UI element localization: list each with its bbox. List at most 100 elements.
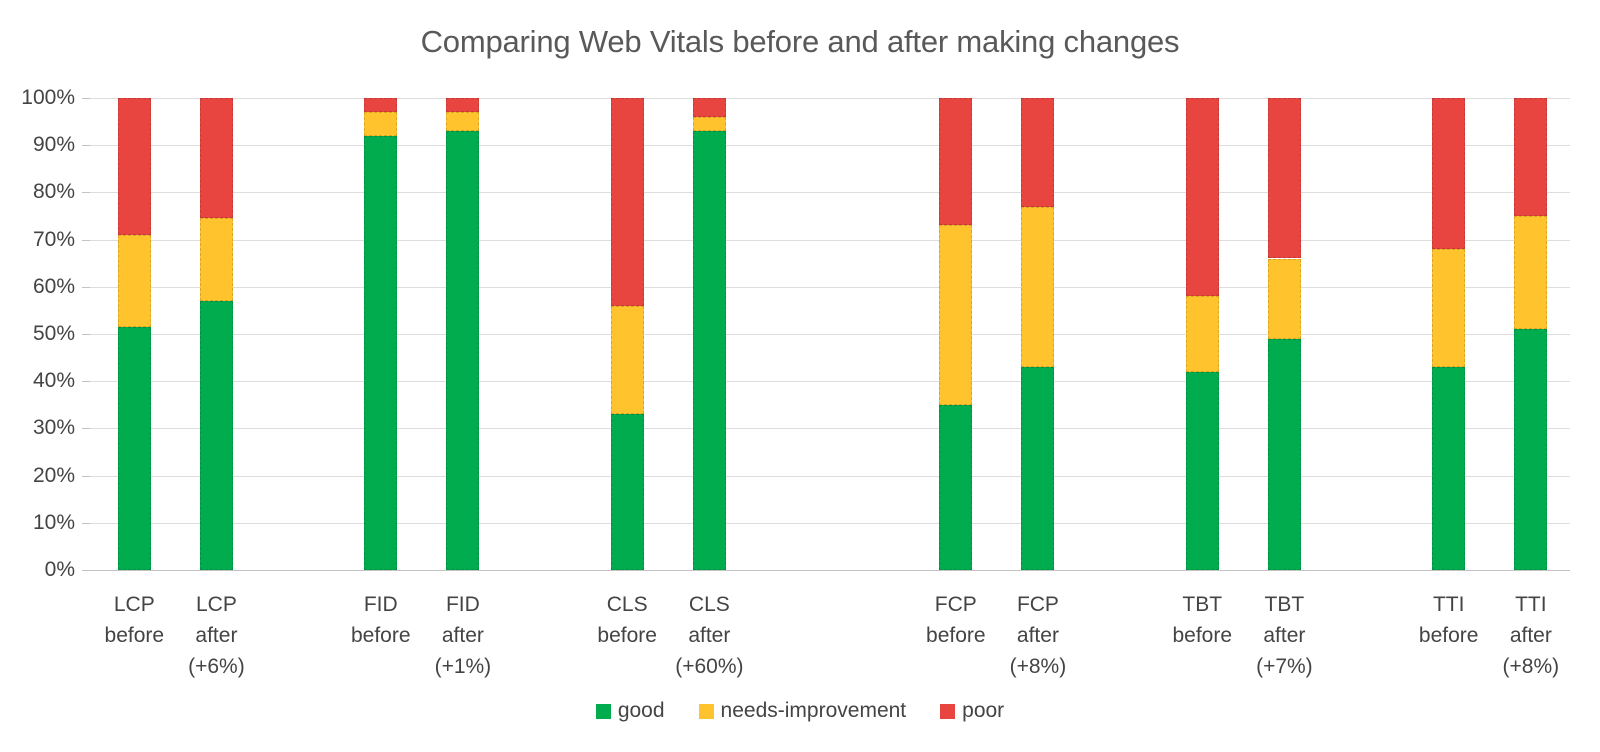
bar-segment-needs-improvement-fid-before — [364, 112, 398, 136]
bar-tti-after-8 — [1514, 98, 1548, 570]
x-axis-label-line: (+60%) — [675, 655, 744, 678]
x-axis-label-line: TBT — [1182, 593, 1223, 616]
x-axis-label-line: TBT — [1264, 593, 1305, 616]
y-axis-tick-label: 100% — [21, 86, 75, 109]
bar-fcp-after-8 — [1021, 98, 1055, 570]
chart-legend: good needs-improvement poor — [0, 699, 1600, 723]
x-axis-label-line: before — [350, 624, 411, 647]
chart-title: Comparing Web Vitals before and after ma… — [420, 24, 1180, 59]
x-axis-label-lcp-after-6: LCP after (+6%) — [151, 589, 281, 682]
y-axis-tick — [82, 381, 90, 383]
x-axis-label-line: after — [1263, 624, 1306, 647]
bar-segment-needs-improvement-lcp-after-6 — [199, 218, 233, 301]
gridline — [90, 239, 1570, 241]
legend-label-good: good — [617, 699, 665, 722]
bar-segment-good-tti-after-8 — [1514, 329, 1548, 570]
bar-segment-good-fid-after-1 — [446, 131, 480, 570]
y-axis-tick-label: 10% — [32, 510, 75, 534]
legend-swatch-good — [595, 703, 611, 719]
x-axis-label-line: before — [926, 624, 986, 647]
y-axis-tick-label: 60% — [32, 274, 75, 298]
x-axis-label-line: FCP — [934, 593, 977, 616]
x-axis-label-cls-before: CLS before — [562, 589, 692, 651]
bar-segment-poor-lcp-before — [117, 98, 151, 235]
x-axis-label-line: CLS — [606, 593, 648, 616]
bar-segment-needs-improvement-tti-after-8 — [1514, 216, 1548, 330]
gridline — [90, 98, 1570, 99]
x-axis-label-line: before — [1418, 624, 1479, 647]
bar-segment-poor-tti-after-8 — [1514, 98, 1548, 216]
y-axis-tick — [82, 145, 90, 147]
x-axis-label-line: (+7%) — [1256, 655, 1313, 678]
y-axis-tick — [82, 192, 90, 194]
x-axis-label-line: TTI — [1515, 593, 1547, 616]
gridline — [90, 286, 1570, 288]
bar-segment-needs-improvement-tti-before — [1432, 249, 1466, 368]
bar-segment-poor-tti-before — [1432, 98, 1466, 250]
bar-segment-good-tbt-after-7 — [1267, 338, 1301, 570]
y-axis-tick — [82, 239, 90, 241]
bar-fid-after-1 — [446, 98, 480, 570]
x-axis-label-line: after — [688, 624, 731, 647]
bar-segment-needs-improvement-tbt-after-7 — [1267, 258, 1301, 339]
y-axis-tick — [82, 286, 90, 288]
bar-segment-poor-tbt-after-7 — [1267, 98, 1301, 259]
y-axis-tick — [82, 522, 90, 524]
x-axis-label-fid-after-1: FID after (+1%) — [398, 589, 528, 682]
legend-label-needs-improvement: needs-improvement — [720, 699, 907, 722]
bar-segment-poor-fcp-before — [939, 98, 973, 226]
bar-tbt-before — [1185, 98, 1219, 570]
x-axis-label-tbt-after-7: TBT after (+7%) — [1219, 589, 1349, 682]
x-axis-label-tbt-before: TBT before — [1137, 589, 1267, 651]
x-axis-label-line: LCP — [113, 593, 155, 616]
x-axis-label-line: before — [104, 624, 165, 647]
bar-segment-poor-cls-after-60 — [692, 98, 726, 117]
x-axis-label-cls-after-60: CLS after (+60%) — [644, 589, 774, 682]
y-axis-tick — [82, 98, 90, 99]
bar-segment-good-fid-before — [364, 135, 398, 570]
bar-lcp-before — [117, 98, 151, 570]
x-axis-label-line: before — [1172, 624, 1233, 647]
x-axis-label-line: FCP — [1016, 593, 1059, 616]
gridline — [90, 522, 1570, 524]
bar-segment-needs-improvement-tbt-before — [1185, 296, 1219, 372]
gridline — [90, 381, 1570, 383]
bar-cls-after-60 — [692, 98, 726, 570]
x-axis-label-line: FID — [445, 593, 480, 616]
legend-item-good: good — [595, 699, 665, 723]
bar-segment-poor-lcp-after-6 — [199, 98, 233, 219]
x-axis-label-lcp-before: LCP before — [69, 589, 199, 651]
x-axis-label-line: (+8%) — [1009, 655, 1067, 678]
bar-segment-good-fcp-after-8 — [1021, 367, 1055, 570]
x-axis-label-line: (+1%) — [434, 655, 492, 678]
bar-segment-needs-improvement-cls-before — [610, 305, 644, 415]
gridline — [90, 334, 1570, 335]
legend-swatch-needs-improvement — [698, 703, 714, 719]
bar-segment-good-fcp-before — [939, 404, 973, 570]
bar-lcp-after-6 — [199, 98, 233, 570]
bar-segment-good-tti-before — [1432, 367, 1466, 570]
bar-segment-poor-tbt-before — [1185, 98, 1219, 297]
y-axis-tick-label: 20% — [32, 463, 75, 487]
bar-cls-before — [610, 98, 644, 570]
bar-segment-good-lcp-after-6 — [199, 300, 233, 570]
x-axis-line — [90, 570, 1570, 571]
y-axis-tick — [82, 334, 90, 335]
x-axis-label-line: before — [597, 624, 657, 647]
gridline — [90, 475, 1570, 477]
legend-item-poor: poor — [940, 699, 1004, 723]
bar-segment-needs-improvement-cls-after-60 — [692, 116, 726, 132]
bar-segment-poor-fcp-after-8 — [1021, 98, 1055, 207]
x-axis-label-fid-before: FID before — [316, 589, 446, 651]
x-axis-label-line: FID — [363, 593, 398, 616]
bar-segment-needs-improvement-fcp-after-8 — [1021, 206, 1055, 368]
bar-segment-good-tbt-before — [1185, 371, 1219, 570]
bar-segment-good-cls-after-60 — [692, 131, 726, 570]
bar-tbt-after-7 — [1267, 98, 1301, 570]
x-axis-label-line: CLS — [688, 593, 730, 616]
legend-item-needs-improvement: needs-improvement — [698, 699, 907, 723]
y-axis-tick — [82, 428, 90, 430]
x-axis-label-line: after — [195, 624, 238, 647]
x-axis-label-line: (+8%) — [1502, 655, 1560, 678]
x-axis-label-fcp-before: FCP before — [891, 589, 1021, 651]
